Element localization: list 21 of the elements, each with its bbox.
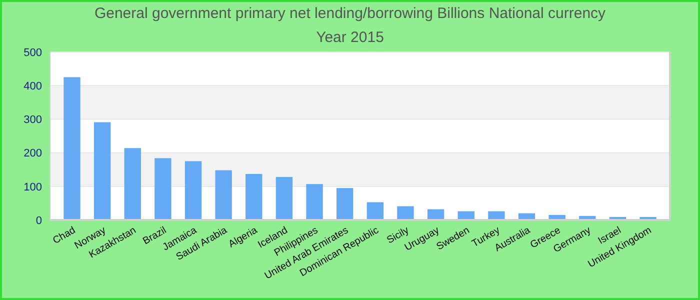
bar — [427, 209, 444, 220]
bar — [184, 161, 202, 220]
bar — [154, 158, 172, 220]
y-tick-label: 200 — [24, 148, 42, 160]
chart-subtitle: Year 2015 — [316, 29, 384, 46]
bar — [336, 188, 354, 220]
bar — [397, 206, 414, 220]
bar — [124, 148, 141, 220]
chart-title: General government primary net lending/borrowing Billions National currency — [94, 5, 606, 22]
y-tick-label: 500 — [24, 46, 42, 59]
y-tick-label: 400 — [24, 80, 42, 92]
y-tick-label: 300 — [24, 114, 42, 126]
bar — [366, 202, 384, 220]
bar — [94, 122, 111, 220]
bar — [276, 176, 293, 220]
bar — [64, 77, 80, 220]
bar — [306, 184, 323, 220]
y-tick-label: 0 — [36, 214, 42, 227]
bar — [215, 170, 232, 220]
y-tick-label: 100 — [24, 181, 42, 194]
bar — [246, 174, 262, 220]
